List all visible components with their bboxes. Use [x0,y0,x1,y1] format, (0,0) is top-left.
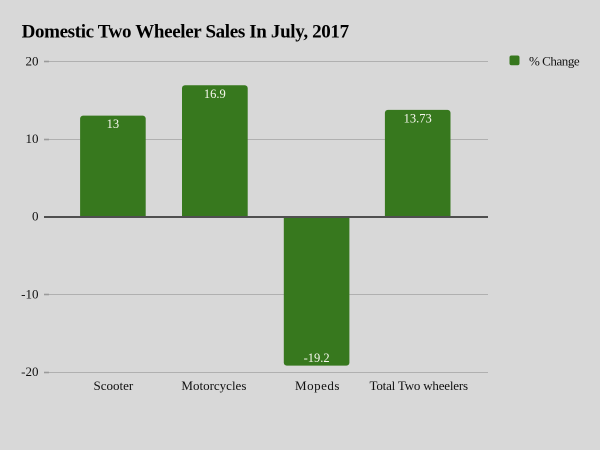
svg-text:16.9: 16.9 [204,87,226,101]
svg-text:-20: -20 [21,364,38,379]
svg-text:Scooter: Scooter [94,378,134,393]
svg-text:Domestic Two Wheeler Sales In: Domestic Two Wheeler Sales In July, 2017 [22,21,350,42]
svg-text:-19.2: -19.2 [304,351,330,365]
svg-text:Total Two wheelers: Total Two wheelers [370,378,468,393]
svg-text:13.73: 13.73 [404,111,432,125]
svg-text:13: 13 [107,117,120,131]
svg-text:10: 10 [26,131,39,146]
svg-text:20: 20 [26,54,39,69]
svg-text:-10: -10 [21,287,38,302]
svg-text:0: 0 [32,209,39,224]
svg-text:% Change: % Change [529,54,580,69]
svg-text:Mopeds: Mopeds [295,378,340,393]
svg-text:Motorcycles: Motorcycles [181,378,246,393]
